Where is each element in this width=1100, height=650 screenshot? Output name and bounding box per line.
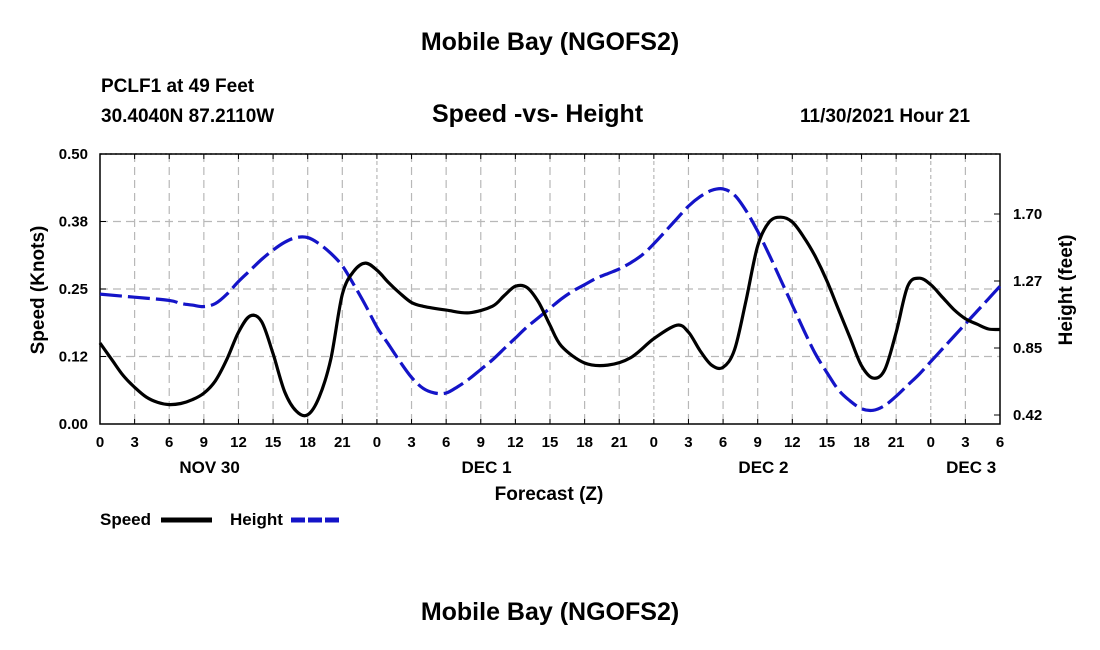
x-tick-label: 21	[611, 434, 628, 451]
axis-ticks	[99, 153, 1001, 425]
x-tick-label: 0	[373, 434, 381, 451]
footer-title: Mobile Bay (NGOFS2)	[420, 598, 680, 626]
x-tick-label: 18	[576, 434, 593, 451]
grid-lines	[100, 153, 1000, 424]
legend-speed-label: Speed	[100, 510, 151, 529]
x-tick-label: 0	[927, 434, 935, 451]
x-tick-label: 3	[684, 434, 692, 451]
x-tick-label: 6	[996, 434, 1004, 451]
y-tick-label: 0.12	[59, 349, 88, 366]
forecast-timestamp: 11/30/2021 Hour 21	[800, 106, 971, 127]
station-coordinates: 30.4040N 87.2110W	[101, 106, 275, 127]
x-tick-label: 21	[888, 434, 905, 451]
x-tick-label: 6	[442, 434, 450, 451]
x-tick-label: 12	[784, 434, 801, 451]
y-tick-label: 0.38	[59, 214, 88, 231]
x-tick-label: 15	[542, 434, 559, 451]
x-tick-label: 0	[650, 434, 658, 451]
legend-height-label: Height	[230, 510, 283, 529]
x-tick-label: 15	[265, 434, 282, 451]
x-tick-label: 15	[819, 434, 836, 451]
y-tick-label: 0.25	[59, 281, 88, 298]
y2-tick-label: 0.42	[1013, 407, 1042, 424]
y-tick-label: 0.50	[59, 146, 88, 163]
date-label: DEC 1	[461, 458, 511, 477]
speed-height-chart: 0 3 6 9 12 15 18 21 0 3 6 9 12 15 18 21 0 3 6 9 12 15 18 21 0 3 60…	[28, 146, 1077, 529]
x-tick-label: 18	[299, 434, 316, 451]
date-label: DEC 2	[738, 458, 788, 477]
x-tick-label: 18	[853, 434, 870, 451]
x-tick-label: 3	[130, 434, 138, 451]
data-series	[98, 187, 1002, 418]
chart-subtitle: Speed -vs- Height	[432, 100, 644, 128]
x-tick-label: 3	[961, 434, 969, 451]
y2-tick-label: 1.27	[1013, 273, 1042, 290]
x-tick-label: 21	[334, 434, 351, 451]
x-tick-label: 12	[230, 434, 247, 451]
y-axis-title: Speed (Knots)	[28, 226, 49, 355]
x-tick-label: 12	[507, 434, 524, 451]
y-tick-label: 0.00	[59, 416, 88, 433]
y2-axis-title: Height (feet)	[1056, 235, 1077, 346]
height-series-line	[99, 187, 1002, 413]
station-label: PCLF1 at 49 Feet	[101, 76, 255, 97]
x-tick-label: 6	[719, 434, 727, 451]
y2-tick-label: 1.70	[1013, 206, 1042, 223]
date-label: NOV 30	[179, 458, 239, 477]
legend: Speed Height	[100, 510, 342, 529]
chart-title: Mobile Bay (NGOFS2)	[420, 28, 680, 56]
x-tick-label: 9	[477, 434, 485, 451]
tick-labels: 0 3 6 9 12 15 18 21 0 3 6 9 12 15 18 21 0 3 6 9 12 15 18 21 0 3 60…	[59, 146, 1042, 477]
x-tick-label: 6	[165, 434, 173, 451]
x-tick-label: 3	[407, 434, 415, 451]
x-tick-label: 0	[96, 434, 104, 451]
x-axis-title: Forecast (Z)	[495, 484, 604, 505]
date-label: DEC 3	[946, 458, 996, 477]
x-tick-label: 9	[200, 434, 208, 451]
y2-tick-label: 0.85	[1013, 340, 1042, 357]
speed-series-line	[98, 215, 1001, 418]
x-tick-label: 9	[754, 434, 762, 451]
